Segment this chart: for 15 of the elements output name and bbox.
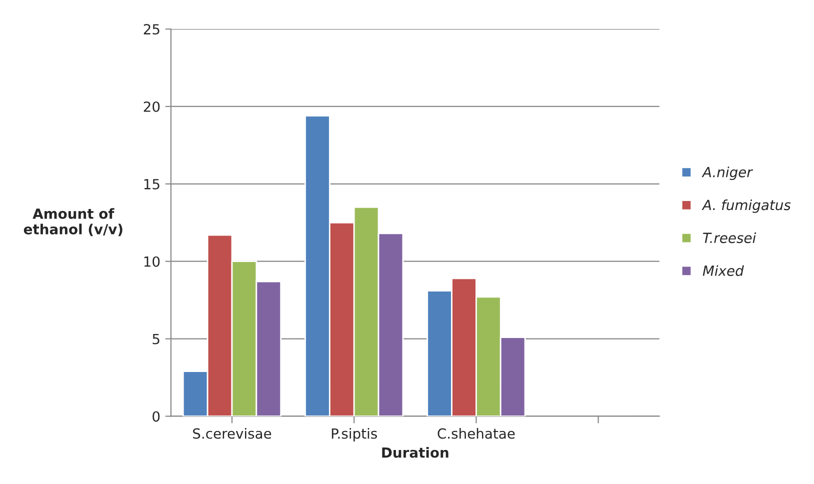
y-axis-title: Amount of ethanol (v/v) [24, 208, 122, 236]
y-tick-label: 15 [144, 179, 160, 190]
legend-label: T.reesei [703, 232, 756, 244]
y-tick-label: 25 [144, 24, 160, 35]
y-tick-label: 0 [152, 411, 160, 422]
x-tick-label: P.siptis [332, 428, 377, 442]
legend-label: Mixed [702, 265, 744, 276]
y-tick-label: 20 [144, 101, 160, 112]
x-tick-label: C.shehatae [438, 428, 515, 439]
legend-label: A.niger [702, 166, 754, 180]
x-axis-title: Duration [382, 447, 448, 458]
y-tick-label: 5 [152, 334, 160, 344]
x-tick-label: S.cerevisae [193, 428, 272, 439]
legend-label: A. fumigatus [702, 199, 791, 213]
y-tick-label: 10 [144, 256, 160, 267]
